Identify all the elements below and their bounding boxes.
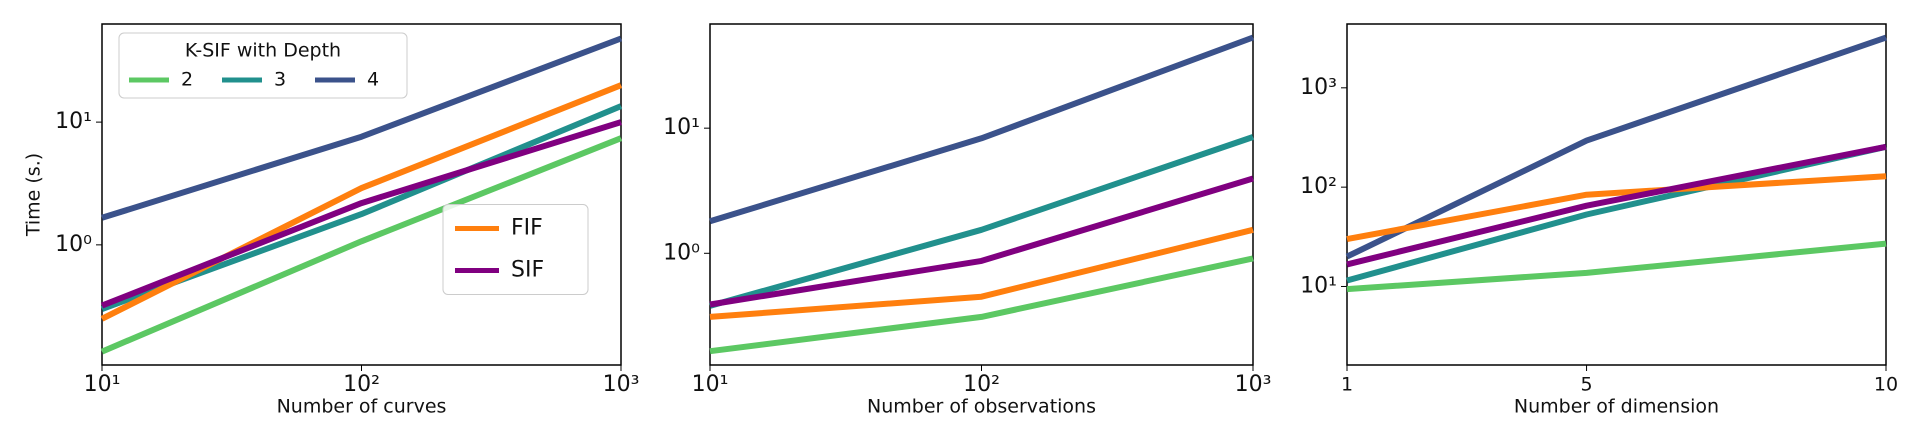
y-tick-label: 10¹	[55, 109, 92, 134]
x-tick-label: 10²	[963, 372, 1000, 397]
series-line	[709, 34, 1255, 225]
series-line	[709, 255, 1254, 355]
series-line	[100, 135, 623, 355]
series-line	[101, 35, 623, 221]
y-tick-label: 10³	[1300, 75, 1337, 100]
x-tick-label: 10¹	[84, 372, 121, 397]
x-tick-label: 10¹	[692, 372, 729, 397]
x-tick-label: 10³	[603, 372, 640, 397]
legend-label: FIF	[511, 216, 543, 241]
x-tick-label: 10	[1874, 374, 1898, 396]
series-line	[1346, 240, 1887, 293]
legend-label: 2	[181, 69, 193, 91]
x-tick-label: 10²	[343, 372, 380, 397]
series-line	[709, 226, 1254, 320]
series-line	[1346, 143, 1887, 284]
legend-label: 4	[367, 69, 379, 91]
x-axis-label: Number of dimension	[1514, 396, 1719, 418]
series-line	[100, 119, 622, 309]
y-tick-label: 10²	[1300, 174, 1337, 199]
plot-frame	[1346, 23, 1887, 366]
legend-label: SIF	[511, 258, 544, 283]
series-line	[1346, 173, 1887, 243]
series-line	[1346, 143, 1887, 268]
y-axis-label: Time (s.)	[23, 153, 45, 237]
y-tick-label: 10⁰	[55, 232, 92, 257]
y-tick-label: 10¹	[1300, 273, 1337, 298]
x-axis-label: Number of curves	[277, 396, 447, 418]
series-line	[100, 82, 623, 322]
legend-title: K-SIF with Depth	[185, 40, 341, 62]
x-tick-label: 5	[1581, 374, 1593, 396]
x-axis-label: Number of observations	[867, 396, 1096, 418]
series-line	[709, 175, 1254, 308]
legend-label: 3	[274, 69, 286, 91]
x-tick-label: 10³	[1235, 372, 1272, 397]
y-tick-label: 10⁰	[663, 240, 700, 265]
series-line	[1345, 34, 1887, 260]
series-line	[709, 134, 1254, 309]
x-tick-label: 1	[1341, 374, 1353, 396]
y-tick-label: 10¹	[663, 115, 700, 140]
